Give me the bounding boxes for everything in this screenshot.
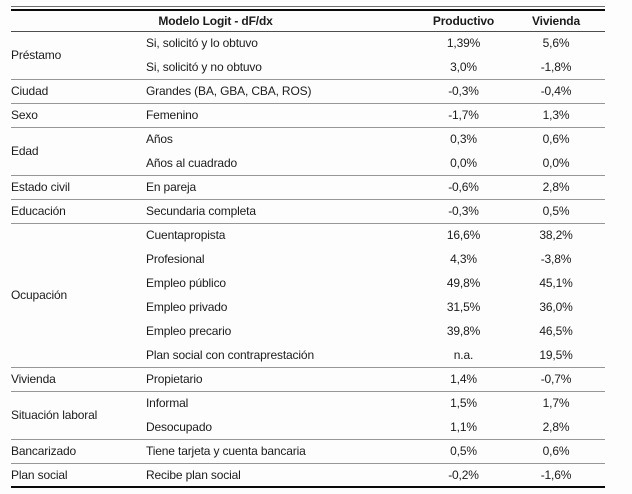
table-row: Años al cuadrado 0,0% 0,0%: [11, 151, 605, 175]
table-row: Educación Secundaria completa -0,3% 0,5%: [11, 198, 605, 223]
attribute-cell: Grandes (BA, GBA, CBA, ROS): [146, 78, 420, 103]
table-row: Sexo Femenino -1,7% 1,3%: [11, 102, 605, 127]
attribute-cell: Años: [146, 126, 420, 151]
productivo-value-cell: 0,0%: [450, 155, 477, 170]
vivienda-value-cell: -0,4%: [507, 78, 605, 103]
vivienda-value-cell: 0,0%: [542, 155, 570, 170]
table-row: Vivienda Propietario 1,4% -0,7%: [11, 366, 605, 391]
table-row: Edad Años 0,3% 0,6%: [11, 126, 605, 175]
table-body: Préstamo Si, solicitó y lo obtuvo 1,39% 5,6…: [11, 31, 605, 487]
productivo-value-cell: 4,3%: [450, 252, 477, 266]
attribute-cell: Tiene tarjeta y cuenta bancaria: [146, 438, 420, 463]
productivo-value-cell: 1,5%: [420, 390, 507, 415]
attribute-cell: Si, solicitó y lo obtuvo: [146, 36, 258, 51]
header-vivienda: Vivienda: [507, 10, 605, 32]
productivo-value-cell: 1,39%: [446, 36, 481, 51]
attribute-cell: Propietario: [146, 366, 420, 391]
category-cell: Sexo: [11, 102, 146, 127]
header-productivo: Productivo: [420, 10, 507, 32]
attribute-cell: Profesional: [146, 252, 205, 266]
attribute-cell: Desocupado: [146, 419, 212, 434]
attribute-cell: Empleo privado: [146, 300, 228, 314]
logit-table-container: Modelo Logit - dF/dx Productivo Vivienda…: [11, 6, 605, 488]
attribute-cell: Cuentapropista: [146, 222, 420, 247]
vivienda-value-cell: 2,8%: [542, 419, 570, 434]
vivienda-value-cell: -3,8%: [540, 252, 572, 266]
table-header: Modelo Logit - dF/dx Productivo Vivienda: [11, 10, 605, 32]
category-cell: Situación laboral: [11, 390, 146, 439]
productivo-value-cell: 31,5%: [446, 300, 481, 314]
table-row: Ciudad Grandes (BA, GBA, CBA, ROS) -0,3% -0…: [11, 78, 605, 103]
table-row: Desocupado 1,1% 2,8%: [11, 415, 605, 439]
category-cell: Préstamo: [11, 48, 62, 62]
vivienda-value-cell: 46,5%: [539, 324, 573, 338]
vivienda-value-cell: 5,6%: [542, 36, 570, 51]
vivienda-value-cell: 19,5%: [539, 347, 573, 362]
category-cell: Bancarizado: [11, 438, 146, 463]
productivo-value-cell: -1,7%: [420, 102, 507, 127]
table-row: Situación laboral Informal 1,5% 1,7%: [11, 390, 605, 439]
header-model-title: Modelo Logit - dF/dx: [11, 10, 420, 32]
vivienda-value-cell: 0,6%: [507, 438, 605, 463]
productivo-value-cell: -0,3%: [420, 198, 507, 223]
table-row: Si, solicitó y no obtuvo 3,0% -1,8%: [11, 55, 605, 79]
category-cell: Estado civil: [11, 174, 146, 199]
category-cell: Ciudad: [11, 78, 146, 103]
logit-results-table: Modelo Logit - dF/dx Productivo Vivienda…: [11, 9, 605, 488]
table-row: Profesional 4,3% -3,8%: [11, 247, 605, 271]
attribute-cell: Secundaria completa: [146, 198, 420, 223]
attribute-cell: Años al cuadrado: [146, 155, 237, 170]
productivo-value-cell: 39,8%: [446, 324, 481, 338]
productivo-value-cell: -0,2%: [420, 462, 507, 487]
productivo-value-cell: 49,8%: [446, 276, 481, 290]
table-row: Empleo público 49,8% 45,1%: [11, 271, 605, 295]
productivo-value-cell: -0,6%: [420, 174, 507, 199]
productivo-value-cell: 0,5%: [420, 438, 507, 463]
productivo-value-cell: 16,6%: [420, 222, 507, 247]
vivienda-value-cell: 38,2%: [507, 222, 605, 247]
vivienda-value-cell: 1,7%: [507, 390, 605, 415]
vivienda-value-cell: 0,6%: [507, 126, 605, 151]
attribute-cell: Femenino: [146, 102, 420, 127]
vivienda-value-cell: 45,1%: [539, 276, 573, 290]
vivienda-value-cell: 1,3%: [507, 102, 605, 127]
attribute-cell: Recibe plan social: [146, 462, 420, 487]
table-row: Plan social Recibe plan social -0,2% -1,6%: [11, 462, 605, 487]
table-row: Empleo precario 39,8% 46,5%: [11, 319, 605, 343]
table-row: Plan social con contraprestación n.a. 19,5…: [11, 343, 605, 367]
vivienda-value-cell: 2,8%: [507, 174, 605, 199]
productivo-value-cell: 0,3%: [420, 126, 507, 151]
vivienda-value-cell: -0,7%: [507, 366, 605, 391]
attribute-cell: Empleo público: [146, 276, 226, 290]
attribute-cell: Plan social con contraprestación: [146, 347, 314, 362]
table-row: Estado civil En pareja -0,6% 2,8%: [11, 174, 605, 199]
category-cell: Plan social: [11, 462, 146, 487]
table-row: Ocupación Cuentapropista 16,6% 38,2%: [11, 222, 605, 367]
productivo-value-cell: 1,4%: [420, 366, 507, 391]
attribute-cell: En pareja: [146, 174, 420, 199]
category-cell: Edad: [11, 126, 146, 175]
table-row: Bancarizado Tiene tarjeta y cuenta bancar…: [11, 438, 605, 463]
vivienda-value-cell: 0,5%: [507, 198, 605, 223]
productivo-value-cell: n.a.: [453, 347, 474, 362]
table-row: Préstamo Si, solicitó y lo obtuvo 1,39% 5,6…: [11, 31, 605, 62]
productivo-value-cell: -0,3%: [420, 78, 507, 103]
vivienda-value-cell: -1,6%: [507, 462, 605, 487]
vivienda-value-cell: -1,8%: [540, 59, 572, 74]
category-cell: Educación: [11, 198, 146, 223]
productivo-value-cell: 3,0%: [450, 59, 477, 74]
attribute-cell: Si, solicitó y no obtuvo: [146, 59, 262, 74]
category-cell: Vivienda: [11, 366, 146, 391]
attribute-cell: Informal: [146, 390, 420, 415]
header-row: Modelo Logit - dF/dx Productivo Vivienda: [11, 10, 605, 32]
vivienda-value-cell: 36,0%: [539, 300, 573, 314]
productivo-value-cell: 1,1%: [450, 419, 477, 434]
table-row: Empleo privado 31,5% 36,0%: [11, 295, 605, 319]
category-cell: Ocupación: [11, 222, 146, 367]
attribute-cell: Empleo precario: [146, 324, 232, 338]
